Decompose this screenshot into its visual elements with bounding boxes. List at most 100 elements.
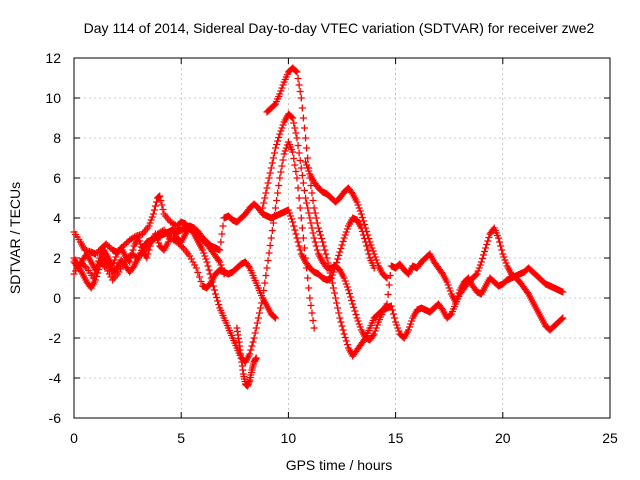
y-tick-label: 8 xyxy=(53,130,61,146)
data-point xyxy=(484,237,492,245)
data-point xyxy=(270,149,278,157)
data-point xyxy=(279,81,287,89)
data-point xyxy=(267,164,275,172)
data-point xyxy=(338,322,346,330)
data-point xyxy=(328,279,336,287)
data-point xyxy=(295,149,303,157)
data-point xyxy=(372,324,380,332)
y-axis-label: SDTVAR / TECUs xyxy=(7,182,23,294)
data-point xyxy=(267,234,275,242)
data-point xyxy=(335,252,343,259)
data-point xyxy=(443,278,451,286)
data-point xyxy=(485,234,493,241)
data-point xyxy=(357,210,365,218)
data-point xyxy=(250,334,258,342)
data-point xyxy=(210,286,218,294)
y-tick-label: -2 xyxy=(49,330,62,346)
data-point xyxy=(310,324,318,332)
data-point xyxy=(347,293,355,301)
data-point xyxy=(279,156,287,164)
data-point xyxy=(147,216,155,224)
data-point xyxy=(254,314,262,322)
data-point xyxy=(158,227,166,235)
data-point xyxy=(309,229,317,237)
data-point xyxy=(312,242,320,250)
x-tick-label: 10 xyxy=(281,430,297,446)
data-point xyxy=(272,144,280,152)
data-point xyxy=(252,354,260,362)
data-point xyxy=(329,284,337,292)
data-point xyxy=(445,284,453,292)
data-point xyxy=(248,342,256,350)
data-point xyxy=(281,147,289,155)
data-point xyxy=(115,268,123,276)
data-point xyxy=(408,317,416,325)
data-point xyxy=(249,338,257,346)
series-arc-7 xyxy=(259,110,567,344)
data-point xyxy=(303,161,311,169)
data-point xyxy=(294,142,302,149)
data-point xyxy=(293,134,301,142)
data-point xyxy=(495,234,503,242)
data-point xyxy=(159,206,167,213)
data-point xyxy=(299,179,307,187)
data-point xyxy=(296,246,304,254)
data-point xyxy=(214,297,222,305)
data-point xyxy=(275,134,283,141)
data-point xyxy=(497,242,505,250)
data-point xyxy=(94,260,102,268)
data-point xyxy=(117,265,125,273)
data-point xyxy=(336,248,344,256)
data-point xyxy=(277,87,285,95)
data-point xyxy=(366,238,374,246)
data-point xyxy=(303,144,311,152)
series-arc-8 xyxy=(302,158,391,282)
y-tick-label: 4 xyxy=(53,210,61,226)
data-point xyxy=(257,304,265,312)
data-point xyxy=(298,224,306,232)
data-point xyxy=(473,270,481,278)
data-point xyxy=(373,321,381,329)
data-point xyxy=(305,284,313,292)
data-point xyxy=(274,137,282,145)
x-tick-label: 5 xyxy=(177,430,185,446)
data-point xyxy=(285,209,293,217)
data-point xyxy=(482,244,490,252)
data-point xyxy=(136,240,144,248)
data-point xyxy=(383,300,391,308)
data-point xyxy=(313,219,321,227)
data-point xyxy=(219,267,227,275)
data-point xyxy=(276,130,284,138)
data-point xyxy=(452,298,460,306)
data-point xyxy=(309,197,317,204)
data-point xyxy=(102,240,110,248)
data-point xyxy=(309,317,317,324)
data-point xyxy=(342,228,350,236)
data-point xyxy=(501,256,509,264)
data-point xyxy=(308,309,316,317)
data-point xyxy=(111,256,119,264)
data-point xyxy=(302,134,310,142)
series-arc-5 xyxy=(233,324,260,390)
data-point xyxy=(354,317,362,325)
data-point xyxy=(99,261,107,269)
data-point xyxy=(265,174,273,182)
data-point xyxy=(339,326,347,334)
data-point xyxy=(300,187,308,194)
data-point xyxy=(123,239,131,247)
data-point xyxy=(304,204,312,212)
data-point xyxy=(320,242,328,250)
data-point xyxy=(126,258,134,266)
data-point xyxy=(389,310,397,318)
data-point xyxy=(121,241,129,248)
data-point xyxy=(352,311,360,318)
data-point xyxy=(362,224,370,232)
data-point xyxy=(284,206,292,214)
data-point xyxy=(317,231,325,239)
data-point xyxy=(296,88,304,95)
data-point xyxy=(252,324,260,332)
data-point xyxy=(215,301,223,308)
data-point xyxy=(337,245,345,252)
data-point xyxy=(288,113,296,121)
data-point xyxy=(559,314,567,322)
